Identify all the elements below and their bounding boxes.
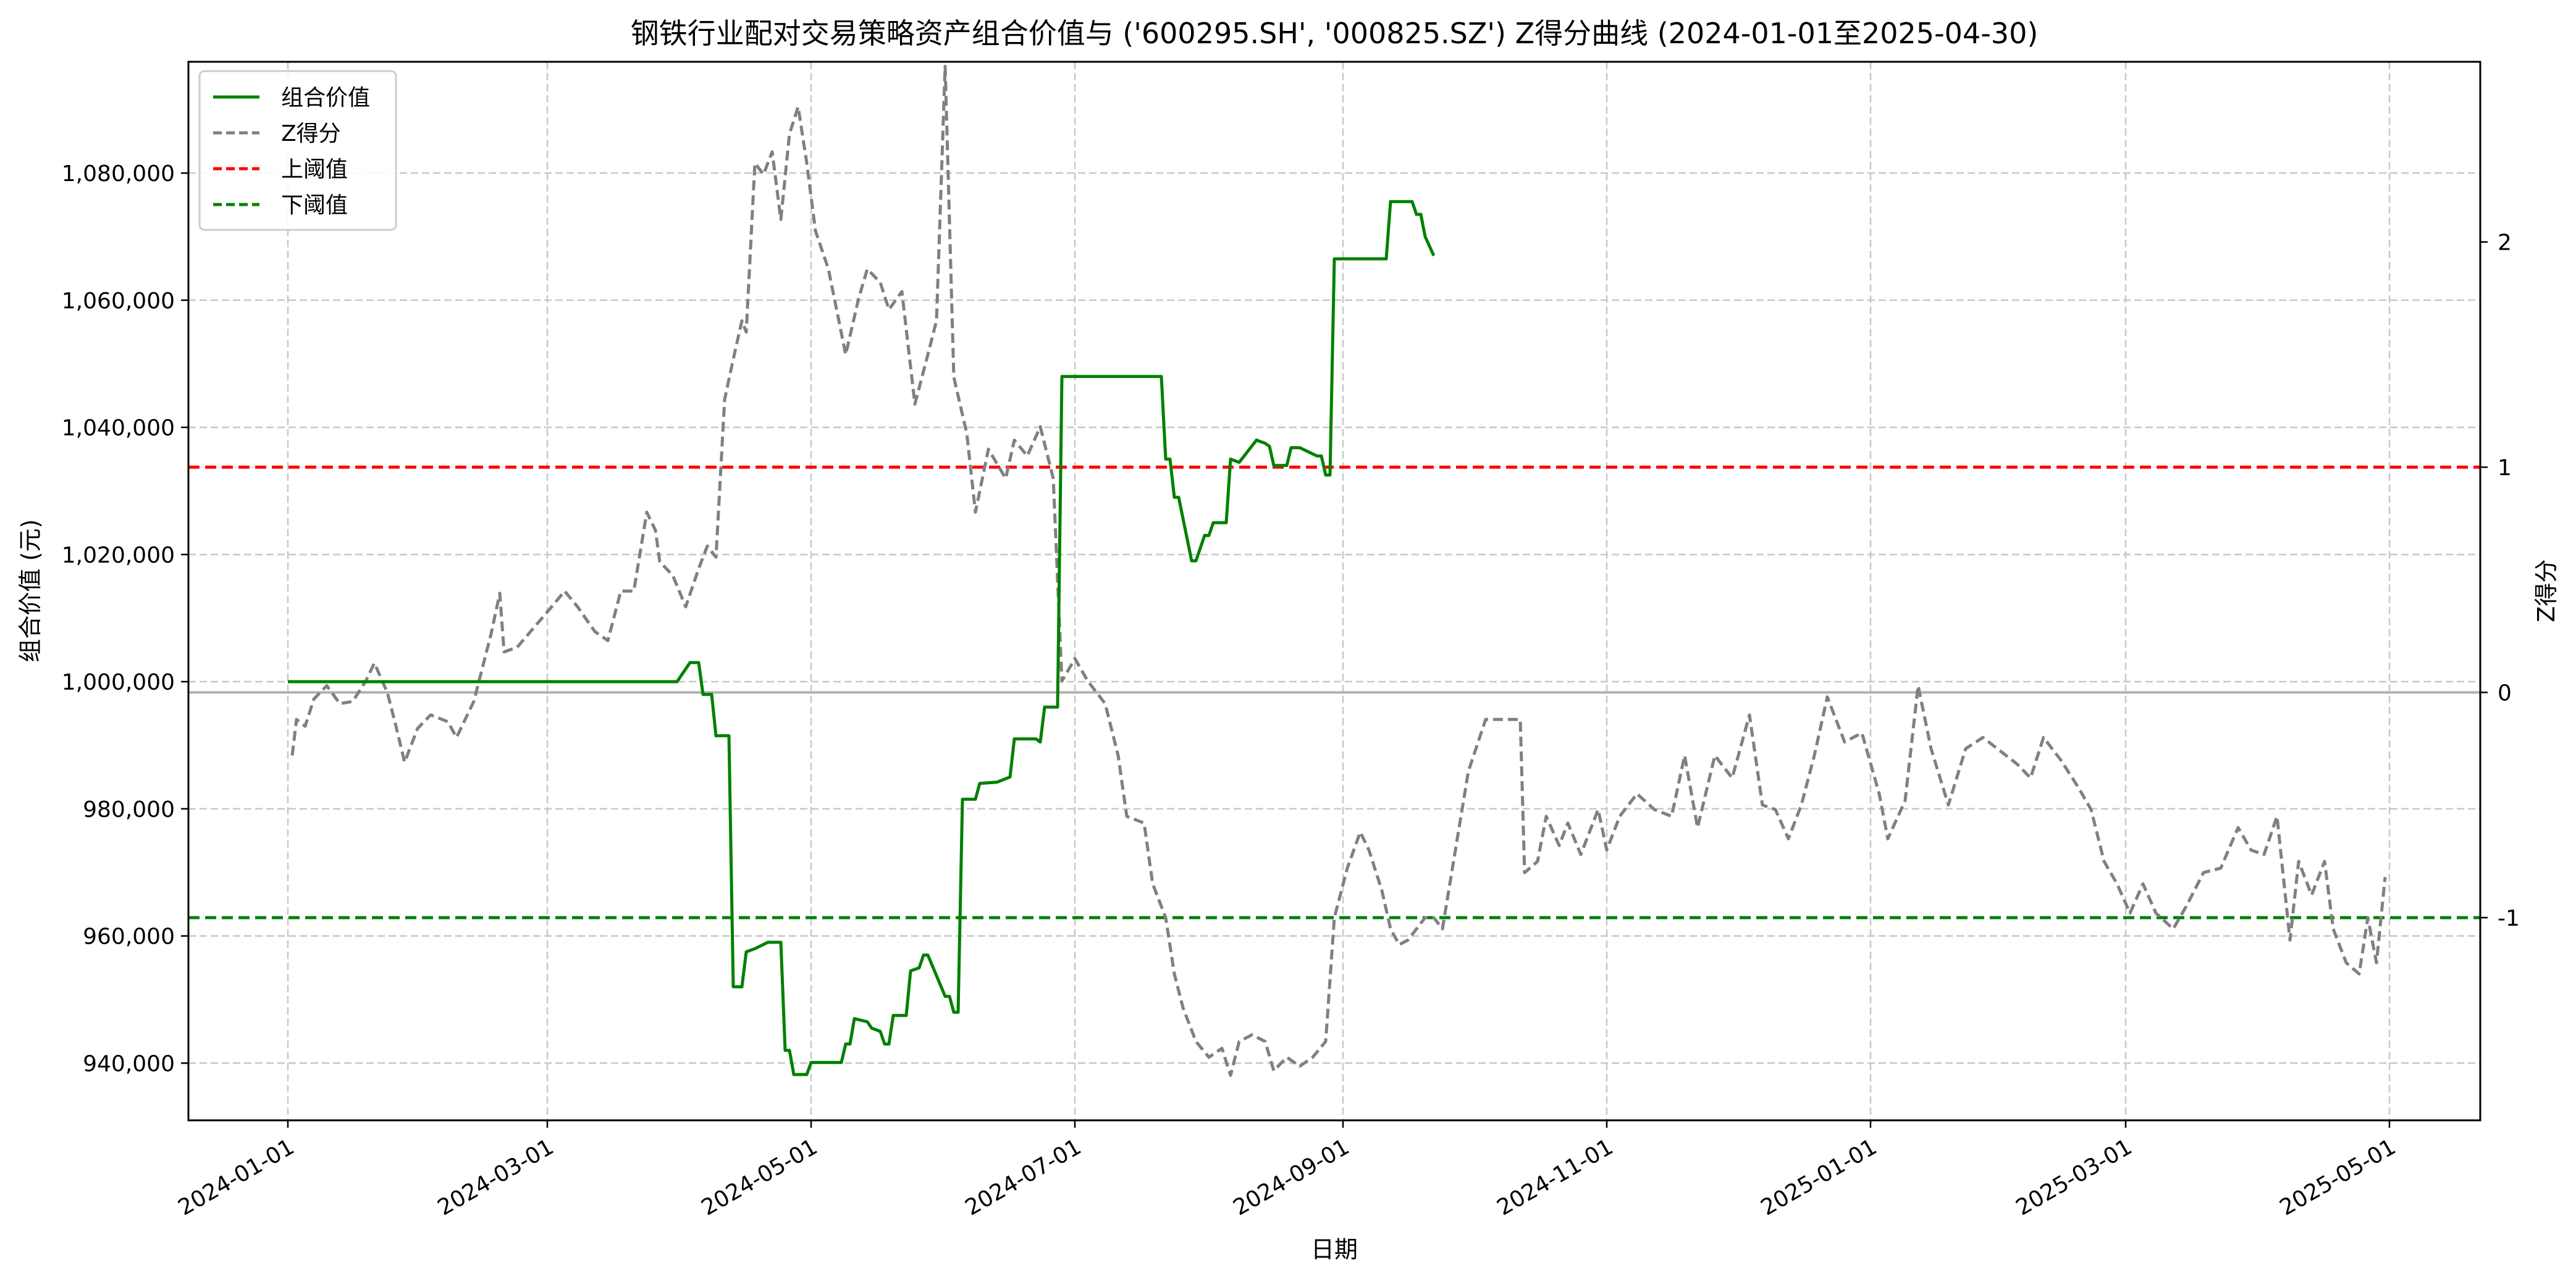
threshold-layer xyxy=(188,465,2480,920)
y-tick-label: 1,080,000 xyxy=(62,161,175,187)
chart-title: 钢铁行业配对交易策略资产组合价值与 ('600295.SH', '000825.… xyxy=(631,17,2039,50)
legend-box xyxy=(198,70,397,231)
series-layer xyxy=(288,64,2387,1077)
portfolio-value-line xyxy=(288,200,1436,1076)
y-tick-label: 960,000 xyxy=(83,924,175,950)
legend-label: 上阈值 xyxy=(281,157,348,182)
y-tick-label: 1,000,000 xyxy=(62,670,175,695)
y-tick-label: 1,040,000 xyxy=(62,416,175,441)
y-tick-label: 980,000 xyxy=(83,797,175,822)
y-tick-label: 1,060,000 xyxy=(62,289,175,314)
y2-tick-label: 2 xyxy=(2498,230,2512,256)
y2-tick-label: 1 xyxy=(2498,455,2512,481)
y-tick-label: 1,020,000 xyxy=(62,543,175,568)
legend-label: 下阈值 xyxy=(281,193,348,218)
legend-label: Z得分 xyxy=(281,121,341,146)
y2-tick-label: 0 xyxy=(2498,681,2512,706)
y-tick-label: 940,000 xyxy=(83,1051,175,1076)
legend-label: 组合价值 xyxy=(281,85,370,111)
y2-axis-label: Z得分 xyxy=(2533,559,2560,622)
x-axis-label: 日期 xyxy=(1311,1236,1358,1263)
z-score-line xyxy=(290,64,2387,1077)
y2-tick-label: -1 xyxy=(2498,906,2520,931)
y-axis-label: 组合价值 (元) xyxy=(17,519,44,662)
plot-frame xyxy=(187,61,2481,1122)
